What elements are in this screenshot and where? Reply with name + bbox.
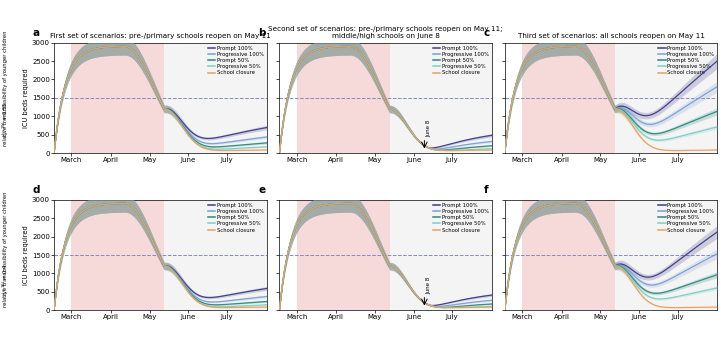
Legend: Prompt 100%, Progressive 100%, Prompt 50%, Progressive 50%, School closure: Prompt 100%, Progressive 100%, Prompt 50… xyxy=(433,202,490,233)
Bar xyxy=(615,43,717,153)
Text: d: d xyxy=(33,185,40,195)
Text: f: f xyxy=(484,185,488,195)
Text: relative transmissibility of younger children: relative transmissibility of younger chi… xyxy=(4,31,8,146)
Text: $r_e^{(<10)}$ = 0.4: $r_e^{(<10)}$ = 0.4 xyxy=(1,263,11,296)
Text: c: c xyxy=(484,28,490,38)
Bar xyxy=(522,200,615,310)
Bar xyxy=(164,200,267,310)
Y-axis label: ICU beds required: ICU beds required xyxy=(23,225,29,285)
Text: a: a xyxy=(33,28,40,38)
Legend: Prompt 100%, Progressive 100%, Prompt 50%, Progressive 50%, School closure: Prompt 100%, Progressive 100%, Prompt 50… xyxy=(658,45,715,76)
Bar xyxy=(164,43,267,153)
Bar xyxy=(389,200,492,310)
Text: June 8: June 8 xyxy=(426,277,431,294)
Legend: Prompt 100%, Progressive 100%, Prompt 50%, Progressive 50%, School closure: Prompt 100%, Progressive 100%, Prompt 50… xyxy=(207,202,264,233)
Text: June 8: June 8 xyxy=(426,120,431,137)
Text: relative transmissibility of younger children: relative transmissibility of younger chi… xyxy=(4,191,8,307)
Bar xyxy=(522,43,615,153)
Legend: Prompt 100%, Progressive 100%, Prompt 50%, Progressive 50%, School closure: Prompt 100%, Progressive 100%, Prompt 50… xyxy=(658,202,715,233)
Text: e: e xyxy=(258,185,265,195)
Legend: Prompt 100%, Progressive 100%, Prompt 50%, Progressive 50%, School closure: Prompt 100%, Progressive 100%, Prompt 50… xyxy=(433,45,490,76)
Title: Third set of scenarios: all schools reopen on May 11: Third set of scenarios: all schools reop… xyxy=(518,33,704,40)
Y-axis label: ICU beds required: ICU beds required xyxy=(23,68,29,128)
Bar xyxy=(297,200,389,310)
Legend: Prompt 100%, Progressive 100%, Prompt 50%, Progressive 50%, School closure: Prompt 100%, Progressive 100%, Prompt 50… xyxy=(207,45,264,76)
Bar xyxy=(389,43,492,153)
Bar xyxy=(615,200,717,310)
Bar xyxy=(297,43,389,153)
Title: First set of scenarios: pre-/primary schools reopen on May 11: First set of scenarios: pre-/primary sch… xyxy=(50,33,271,40)
Text: b: b xyxy=(258,28,265,38)
Text: $r_e^{(<10)}$ = 0.55: $r_e^{(<10)}$ = 0.55 xyxy=(1,102,11,137)
Title: Second set of scenarios: pre-/primary schools reopen on May 11;
middle/high scho: Second set of scenarios: pre-/primary sc… xyxy=(268,27,503,40)
Bar xyxy=(71,200,164,310)
Bar xyxy=(71,43,164,153)
